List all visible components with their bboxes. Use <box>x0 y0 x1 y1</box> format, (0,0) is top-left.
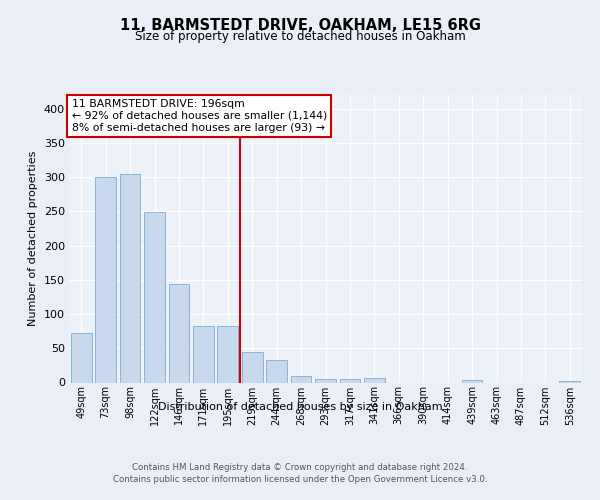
Bar <box>193 326 214 382</box>
Bar <box>364 378 385 382</box>
Bar <box>169 284 190 382</box>
Text: Contains public sector information licensed under the Open Government Licence v3: Contains public sector information licen… <box>113 475 487 484</box>
Bar <box>144 212 165 382</box>
Text: Size of property relative to detached houses in Oakham: Size of property relative to detached ho… <box>134 30 466 43</box>
Bar <box>461 380 482 382</box>
Bar <box>340 379 361 382</box>
Bar <box>71 332 92 382</box>
Bar <box>290 376 311 382</box>
Bar <box>242 352 263 382</box>
Bar <box>559 381 580 382</box>
Bar <box>266 360 287 382</box>
Bar <box>95 177 116 382</box>
Text: Distribution of detached houses by size in Oakham: Distribution of detached houses by size … <box>158 402 442 412</box>
Text: Contains HM Land Registry data © Crown copyright and database right 2024.: Contains HM Land Registry data © Crown c… <box>132 462 468 471</box>
Y-axis label: Number of detached properties: Number of detached properties <box>28 151 38 326</box>
Text: 11, BARMSTEDT DRIVE, OAKHAM, LE15 6RG: 11, BARMSTEDT DRIVE, OAKHAM, LE15 6RG <box>119 18 481 32</box>
Bar <box>119 174 140 382</box>
Text: 11 BARMSTEDT DRIVE: 196sqm
← 92% of detached houses are smaller (1,144)
8% of se: 11 BARMSTEDT DRIVE: 196sqm ← 92% of deta… <box>71 100 327 132</box>
Bar <box>217 326 238 382</box>
Bar <box>315 379 336 382</box>
